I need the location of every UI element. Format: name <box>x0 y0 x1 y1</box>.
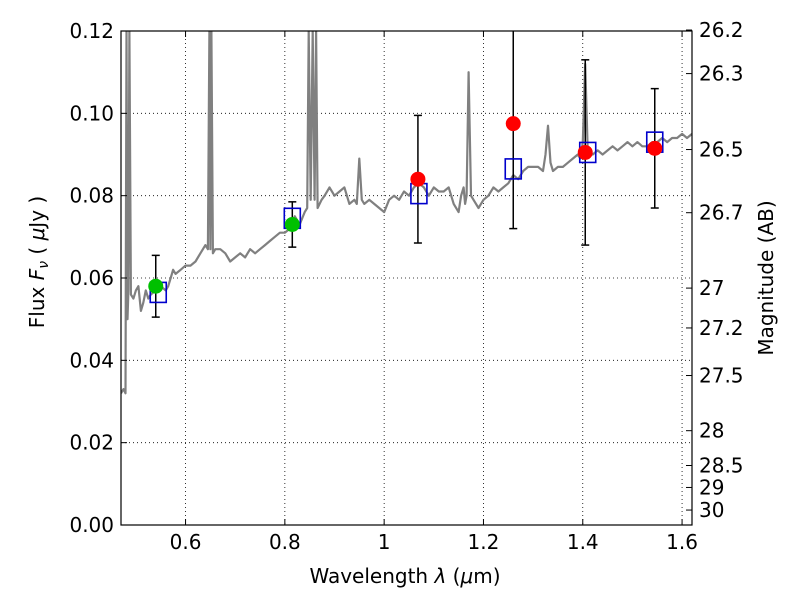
mag-tick-label: 27.2 <box>699 316 744 340</box>
mag-tick-label: 26.7 <box>699 201 744 225</box>
axis-ticks: 0.6 0.8 1 1.2 1.4 1.6 0.00 0.02 0.04 0.06 0.08 0.10… <box>69 18 743 554</box>
nir-data-point <box>505 116 521 132</box>
x-tick-label: 1.6 <box>666 530 698 554</box>
mag-tick-label: 27 <box>699 276 724 300</box>
y-tick-label: 0.00 <box>69 513 114 537</box>
y-tick-label: 0.04 <box>69 348 114 372</box>
y-tick-label: 0.12 <box>69 19 114 43</box>
mag-tick-label: 26.2 <box>699 18 744 42</box>
nir-data-point <box>410 171 426 187</box>
nir-data-point <box>577 144 593 160</box>
mag-tick-label: 30 <box>699 498 724 522</box>
y-tick-label: 0.06 <box>69 266 114 290</box>
x-tick-label: 1.2 <box>468 530 500 554</box>
mag-tick-label: 26.3 <box>699 62 744 86</box>
model-spectrum-line <box>121 31 692 395</box>
plot-frame <box>120 30 693 526</box>
x-tick-label: 0.8 <box>269 530 301 554</box>
x-tick-label: 0.6 <box>170 530 202 554</box>
y-tick-label: 0.08 <box>69 184 114 208</box>
x-axis-label: Wavelength λ (μm) <box>309 564 500 588</box>
x-tick-label: 1 <box>378 530 391 554</box>
y-axis-label: Flux Fν ( μJy ) <box>25 196 52 328</box>
y2-axis-label: Magnitude (AB) <box>754 200 778 355</box>
mag-tick-label: 27.5 <box>699 364 744 388</box>
x-tick-label: 1.4 <box>567 530 599 554</box>
optical-data-point <box>284 216 300 232</box>
y-tick-label: 0.02 <box>69 431 114 455</box>
y-tick-label: 0.10 <box>69 101 114 125</box>
mag-tick-label: 26.5 <box>699 138 744 162</box>
mag-tick-label: 28.5 <box>699 453 744 477</box>
model-photometry-square <box>504 158 523 180</box>
mag-tick-label: 28 <box>699 419 724 443</box>
optical-data-point <box>148 278 164 294</box>
mag-tick-label: 29 <box>699 475 724 499</box>
plot-area <box>121 31 692 395</box>
grid <box>121 31 692 525</box>
nir-data-point <box>647 140 663 156</box>
